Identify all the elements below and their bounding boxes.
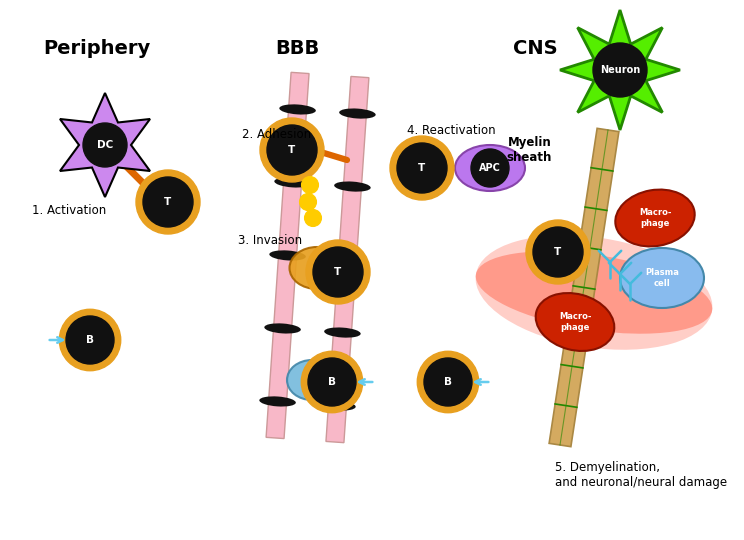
Ellipse shape: [279, 104, 315, 114]
Text: 5. Demyelination,
and neuronal/neural damage: 5. Demyelination, and neuronal/neural da…: [555, 461, 727, 489]
Ellipse shape: [287, 360, 337, 400]
Text: 2. Adhesion: 2. Adhesion: [242, 129, 311, 141]
Circle shape: [301, 352, 363, 413]
Text: T: T: [334, 267, 341, 277]
Circle shape: [60, 309, 121, 371]
Ellipse shape: [455, 145, 525, 191]
Text: Plasma
cell: Plasma cell: [645, 268, 679, 288]
Text: T: T: [164, 197, 172, 207]
Circle shape: [83, 123, 127, 167]
Circle shape: [593, 43, 647, 97]
Circle shape: [306, 240, 370, 304]
Ellipse shape: [536, 293, 615, 351]
Circle shape: [313, 247, 363, 297]
Ellipse shape: [475, 235, 713, 350]
Ellipse shape: [260, 396, 296, 407]
Text: T: T: [289, 145, 295, 155]
Circle shape: [267, 125, 317, 175]
Text: Macro-
phage: Macro- phage: [639, 208, 671, 228]
Text: Macro-
phage: Macro- phage: [559, 312, 591, 332]
Text: Neuron: Neuron: [600, 65, 640, 75]
Text: BBB: BBB: [275, 39, 320, 58]
Ellipse shape: [339, 109, 376, 119]
Ellipse shape: [615, 190, 695, 246]
Text: 3. Invasion: 3. Invasion: [238, 233, 302, 246]
Polygon shape: [266, 72, 309, 438]
Text: B: B: [86, 335, 94, 345]
Text: T: T: [554, 247, 562, 257]
Polygon shape: [560, 10, 680, 130]
Text: APC: APC: [479, 163, 501, 173]
Text: 4. Reactivation: 4. Reactivation: [407, 124, 496, 137]
Text: Periphery: Periphery: [43, 39, 150, 58]
Circle shape: [471, 149, 509, 187]
Ellipse shape: [289, 247, 344, 289]
Polygon shape: [60, 93, 150, 197]
Text: B: B: [328, 377, 336, 387]
Ellipse shape: [269, 251, 306, 260]
Circle shape: [397, 143, 447, 193]
Polygon shape: [549, 129, 619, 447]
Ellipse shape: [264, 323, 301, 334]
Ellipse shape: [324, 327, 361, 338]
Circle shape: [136, 170, 200, 234]
Text: DC: DC: [97, 140, 113, 150]
Circle shape: [300, 193, 316, 211]
Circle shape: [417, 352, 478, 413]
Circle shape: [526, 220, 590, 284]
Ellipse shape: [319, 401, 356, 410]
Circle shape: [66, 316, 114, 364]
Circle shape: [390, 136, 454, 200]
Ellipse shape: [620, 248, 704, 308]
Circle shape: [260, 118, 324, 182]
Ellipse shape: [334, 181, 371, 192]
Circle shape: [424, 358, 472, 406]
Circle shape: [308, 358, 356, 406]
Polygon shape: [326, 77, 369, 443]
Circle shape: [304, 210, 321, 226]
Text: Myelin
sheath: Myelin sheath: [507, 136, 552, 164]
Circle shape: [301, 177, 318, 193]
Ellipse shape: [275, 177, 311, 187]
Text: 1. Activation: 1. Activation: [32, 204, 106, 217]
Circle shape: [533, 227, 583, 277]
Ellipse shape: [475, 251, 712, 334]
Text: B: B: [444, 377, 452, 387]
Text: T: T: [418, 163, 426, 173]
Ellipse shape: [329, 254, 366, 265]
Text: CNS: CNS: [513, 39, 558, 58]
Circle shape: [143, 177, 193, 227]
